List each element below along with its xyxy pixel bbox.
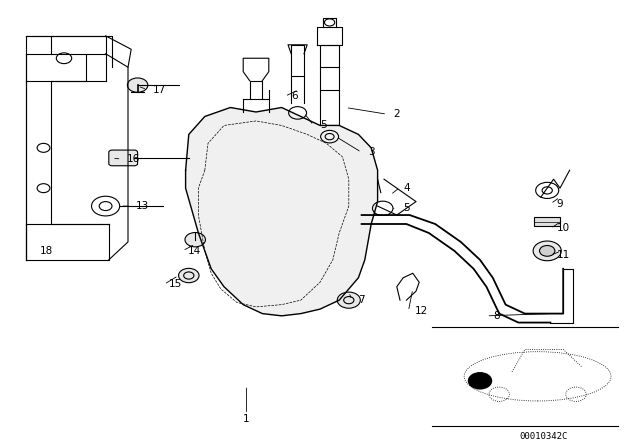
Circle shape (179, 268, 199, 283)
Text: 14: 14 (188, 246, 201, 256)
Circle shape (533, 241, 561, 261)
Text: 8: 8 (493, 311, 499, 321)
Bar (534, 217, 560, 226)
Circle shape (127, 78, 148, 92)
Text: 16: 16 (127, 154, 140, 164)
Polygon shape (186, 108, 378, 316)
Text: 5: 5 (320, 121, 326, 130)
Text: 10: 10 (557, 224, 570, 233)
Text: 13: 13 (136, 201, 149, 211)
Text: 3: 3 (368, 147, 374, 157)
Text: 2: 2 (394, 109, 400, 119)
Circle shape (468, 373, 492, 389)
Text: 5: 5 (403, 203, 410, 213)
Text: 18: 18 (40, 246, 52, 256)
Text: 1: 1 (243, 414, 250, 424)
Circle shape (540, 246, 555, 256)
Circle shape (337, 292, 360, 308)
Text: 12: 12 (415, 306, 428, 316)
Text: 4: 4 (403, 183, 410, 193)
Text: 17: 17 (152, 85, 166, 95)
Text: 15: 15 (169, 280, 182, 289)
Circle shape (185, 233, 205, 247)
Text: 6: 6 (291, 91, 298, 101)
FancyBboxPatch shape (109, 150, 138, 166)
Text: 9: 9 (557, 199, 563, 209)
Text: 11: 11 (557, 250, 570, 260)
Text: 7: 7 (358, 295, 365, 305)
Text: 00010342C: 00010342C (520, 432, 568, 441)
